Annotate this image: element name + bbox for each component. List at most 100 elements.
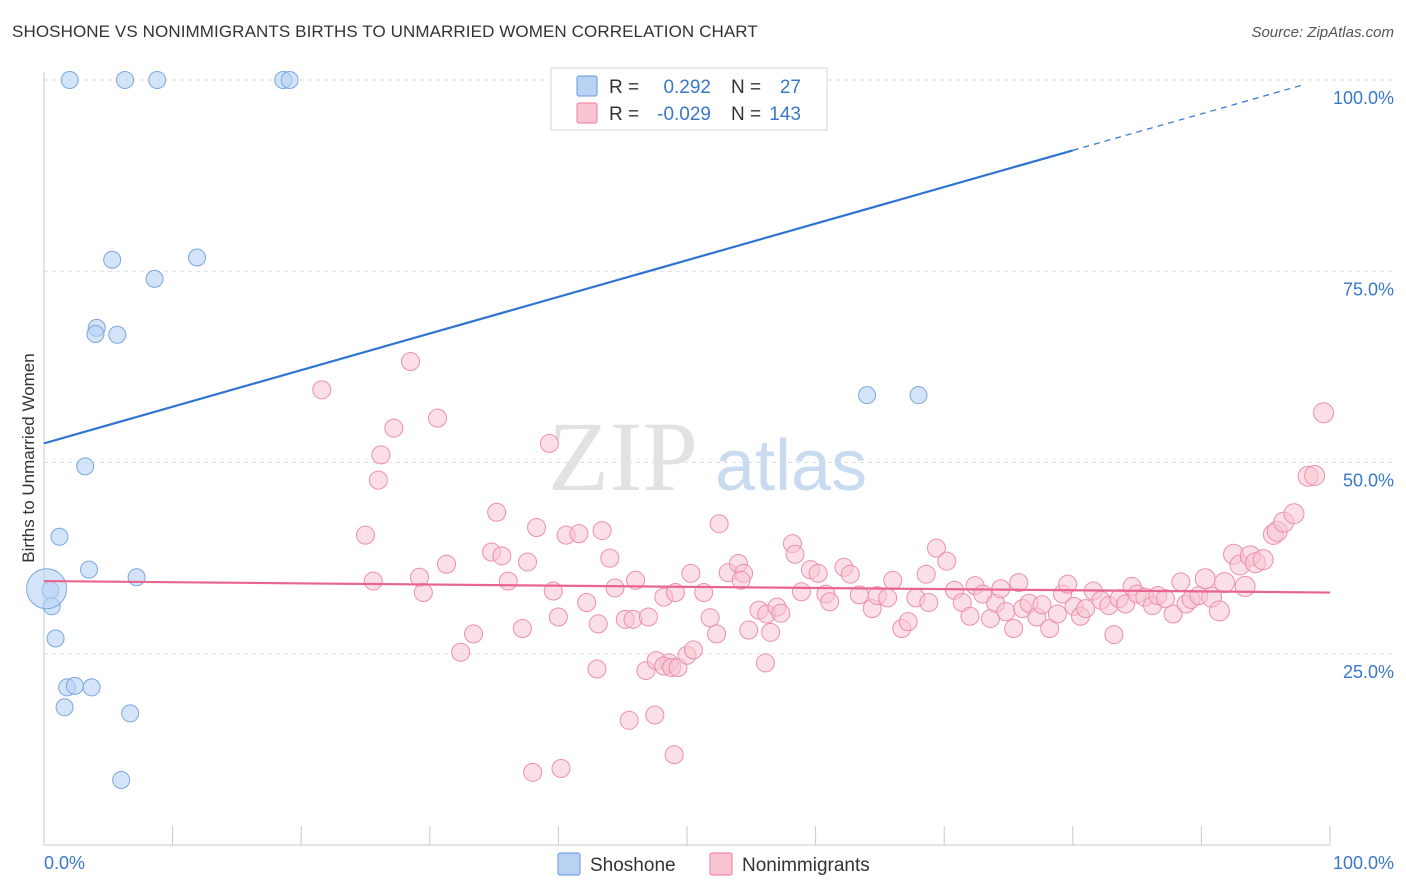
nonimmigrants-point	[451, 642, 471, 662]
nonimmigrants-point	[626, 570, 646, 590]
nonimmigrants-point	[600, 548, 620, 568]
nonimmigrants-point	[548, 607, 568, 627]
shoshone-point	[82, 678, 101, 697]
nonimmigrants-point	[1155, 589, 1175, 609]
nonimmigrants-point	[785, 544, 805, 564]
nonimmigrants-point	[363, 571, 383, 591]
nonimmigrants-point	[755, 653, 775, 673]
y-tick-label: 25.0%	[1343, 662, 1394, 682]
nonimmigrants-point	[413, 583, 433, 603]
bottom-legend-swatch-nonimmigrants	[709, 852, 733, 876]
nonimmigrants-point	[539, 433, 559, 453]
nonimmigrants-point	[1214, 572, 1236, 594]
nonimmigrants-point	[709, 514, 729, 534]
nonimmigrants-point	[791, 582, 811, 602]
x-axis-ticks	[172, 826, 1331, 845]
nonimmigrants-point	[878, 588, 898, 608]
nonimmigrants-point	[1076, 599, 1096, 619]
nonimmigrants-point	[1171, 572, 1191, 592]
nonimmigrants-point	[916, 564, 936, 584]
nonimmigrants-point	[1304, 465, 1326, 487]
nonimmigrants-point	[428, 408, 448, 428]
legend-r-label-2: R =	[609, 104, 639, 125]
legend-box: R = 0.292 N = 27 R = -0.029 N = 143	[550, 67, 828, 131]
nonimmigrants-point	[1058, 574, 1078, 594]
shoshone-point	[65, 676, 84, 695]
x-tick-label-max: 100.0%	[1333, 853, 1394, 873]
nonimmigrants-point	[512, 619, 532, 639]
nonimmigrants-point	[1252, 549, 1274, 571]
nonimmigrants-point	[384, 418, 404, 438]
legend-n-value-2: 143	[769, 104, 801, 125]
nonimmigrants-point	[1163, 604, 1183, 624]
nonimmigrants-point	[707, 624, 727, 644]
nonimmigrants-point	[898, 612, 918, 632]
shoshone-point	[127, 568, 146, 587]
nonimmigrants-point	[356, 525, 375, 545]
nonimmigrants-point	[1194, 568, 1216, 590]
nonimmigrants-point	[498, 571, 518, 591]
legend-r-label-1: R =	[609, 77, 639, 98]
nonimmigrants-point	[731, 570, 751, 590]
nonimmigrants-point	[761, 622, 781, 642]
nonimmigrants-point	[619, 710, 639, 730]
nonimmigrants-point	[664, 745, 684, 765]
nonimmigrants-point	[840, 564, 860, 584]
shoshone-point	[188, 248, 207, 267]
nonimmigrants-point	[588, 614, 608, 634]
legend-r-value-2: -0.029	[657, 104, 711, 125]
nonimmigrants-point	[401, 352, 421, 372]
legend-n-label-2: N =	[731, 104, 761, 125]
gridlines	[44, 79, 1395, 655]
nonimmigrants-point	[960, 606, 980, 626]
shoshone-trendline-extension	[1072, 84, 1305, 151]
shoshone-point	[103, 250, 122, 269]
legend-n-value-1: 27	[780, 77, 801, 98]
nonimmigrants-point	[523, 762, 543, 782]
y-tick-labels: 25.0% 50.0% 75.0% 100.0%	[1333, 88, 1394, 682]
y-tick-label: 75.0%	[1343, 279, 1394, 299]
nonimmigrants-point	[883, 570, 903, 590]
shoshone-point	[50, 527, 69, 546]
nonimmigrants-point	[996, 602, 1016, 622]
shoshone-point	[280, 71, 299, 89]
nonimmigrants-point	[1234, 575, 1256, 597]
watermark-atlas: atlas	[715, 426, 867, 506]
bottom-legend: Shoshone Nonimmigrants	[557, 852, 870, 876]
nonimmigrants-point	[592, 521, 612, 541]
nonimmigrants-point	[937, 551, 957, 571]
nonimmigrants-point	[683, 640, 703, 660]
nonimmigrants-point	[1032, 595, 1052, 615]
nonimmigrants-point	[1009, 573, 1029, 593]
nonimmigrants-point	[587, 659, 607, 679]
y-tick-label: 50.0%	[1343, 471, 1394, 491]
legend-n-label-1: N =	[731, 77, 761, 98]
nonimmigrants-point	[605, 578, 625, 598]
shoshone-point	[86, 324, 105, 343]
nonimmigrants-point	[739, 620, 759, 640]
nonimmigrants-point	[437, 554, 457, 574]
shoshone-point	[858, 386, 877, 405]
nonimmigrants-point	[1104, 625, 1124, 645]
nonimmigrants-point	[919, 592, 939, 612]
legend-swatch-shoshone	[576, 75, 598, 97]
y-axis-label: Births to Unmarried Women	[19, 353, 38, 562]
trendlines	[43, 84, 1331, 594]
shoshone-point	[26, 568, 68, 610]
nonimmigrants-point	[312, 380, 332, 400]
shoshone-point	[55, 698, 74, 717]
shoshone-point	[909, 386, 928, 405]
nonimmigrants-point	[808, 563, 828, 583]
watermark-zip: ZIP	[548, 401, 698, 512]
nonimmigrants-point	[492, 546, 512, 566]
legend-swatch-nonimmigrants	[576, 102, 598, 124]
nonimmigrants-point	[527, 518, 547, 538]
shoshone-point	[60, 71, 79, 89]
shoshone-point	[80, 560, 99, 579]
bottom-legend-shoshone: Shoshone	[590, 855, 676, 876]
shoshone-point	[46, 629, 65, 648]
nonimmigrants-point	[771, 603, 791, 623]
bottom-legend-swatch-shoshone	[557, 852, 581, 876]
shoshone-point	[121, 704, 140, 723]
chart-title: SHOSHONE VS NONIMMIGRANTS BIRTHS TO UNMA…	[12, 22, 758, 41]
